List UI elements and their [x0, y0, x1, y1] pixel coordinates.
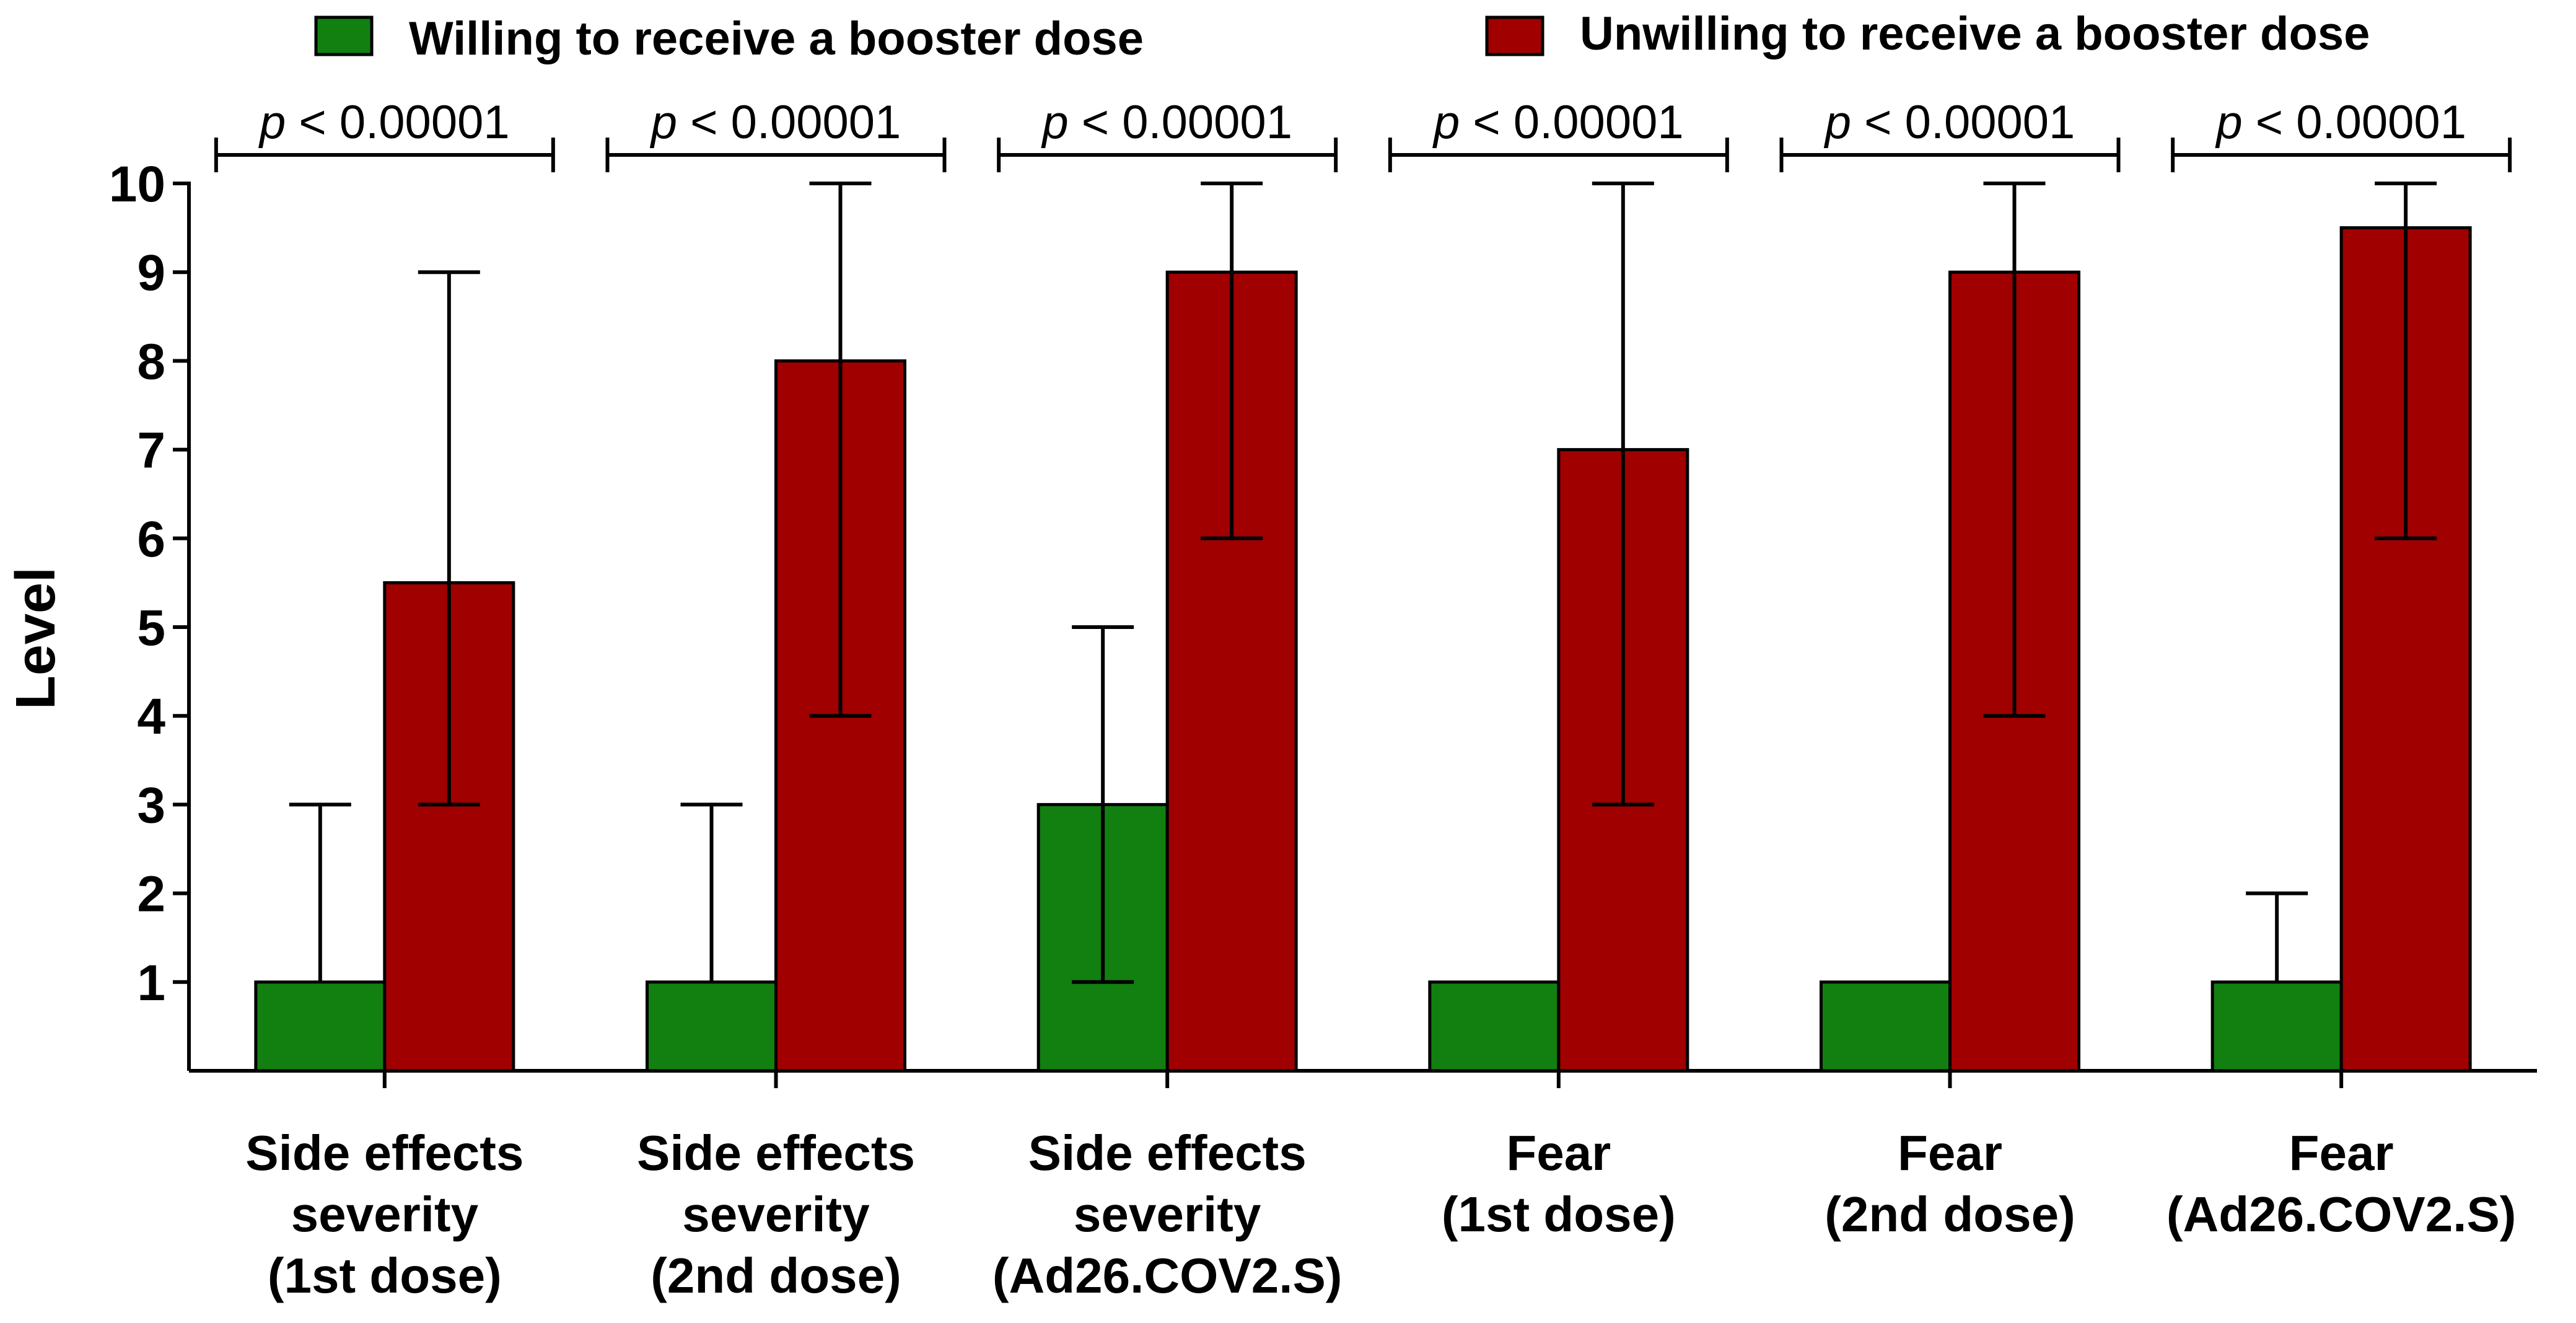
x-category-label: Fear (Ad26.COV2.S) [2166, 1125, 2517, 1242]
bar-willing [646, 980, 778, 1073]
x-category-label: Fear (2nd dose) [1825, 1125, 2075, 1242]
bar-willing [254, 980, 387, 1073]
p-value-label: p < 0.00001 [1041, 96, 1292, 149]
chart-marks [254, 182, 2472, 1073]
legend-swatch-willing [314, 15, 374, 56]
y-axis-title: Level [5, 567, 67, 710]
y-tick-label: 7 [137, 423, 165, 479]
p-value-label: p < 0.00001 [1824, 96, 2075, 149]
p-value-label: p < 0.00001 [650, 96, 901, 149]
y-tick-label: 6 [137, 511, 165, 568]
significance-annotations: p < 0.00001 p < 0.00001 p < 0.00001 p < 0.0… [214, 96, 2512, 172]
bar-willing [1428, 980, 1561, 1073]
y-tick-label: 1 [137, 955, 165, 1011]
x-category-label: Fear (1st dose) [1442, 1125, 1676, 1242]
y-tick-label: 10 [109, 156, 165, 213]
y-tick-label: 9 [137, 245, 165, 301]
bar-willing [1820, 980, 1952, 1073]
y-tick-label: 3 [137, 777, 165, 833]
p-value-label: p < 0.00001 [258, 96, 510, 149]
y-tick-label: 4 [137, 688, 165, 745]
x-category-label: Side effects severity (Ad26.COV2.S) [992, 1125, 1343, 1303]
legend: Willing to receive a booster dose Unwill… [314, 7, 2370, 65]
bar-willing [2210, 980, 2343, 1073]
y-tick-label: 2 [137, 866, 165, 923]
legend-label-willing: Willing to receive a booster dose [409, 12, 1144, 65]
p-value-label: p < 0.00001 [2215, 96, 2466, 149]
x-category-label: Side effects severity (1st dose) [245, 1125, 524, 1303]
category-labels: Side effects severity (1st dose) Side effec… [245, 1125, 2516, 1303]
legend-label-unwilling: Unwilling to receive a booster dose [1580, 7, 2370, 60]
x-category-label: Side effects severity (2nd dose) [637, 1125, 915, 1303]
y-tick-label: 8 [137, 333, 165, 390]
y-tick-label: 5 [137, 600, 165, 656]
axes: 1 2 3 4 5 6 7 8 9 10 [109, 156, 2537, 1088]
p-value-label: p < 0.00001 [1432, 96, 1684, 149]
legend-swatch-unwilling [1485, 15, 1544, 56]
